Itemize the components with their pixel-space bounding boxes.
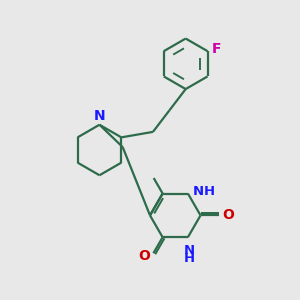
Text: H: H xyxy=(204,185,215,198)
Text: H: H xyxy=(184,252,195,265)
Text: O: O xyxy=(222,208,234,222)
Text: F: F xyxy=(212,42,221,56)
Text: N: N xyxy=(94,109,105,123)
Text: N: N xyxy=(193,185,204,198)
Text: O: O xyxy=(138,249,150,262)
Text: N: N xyxy=(184,244,195,257)
